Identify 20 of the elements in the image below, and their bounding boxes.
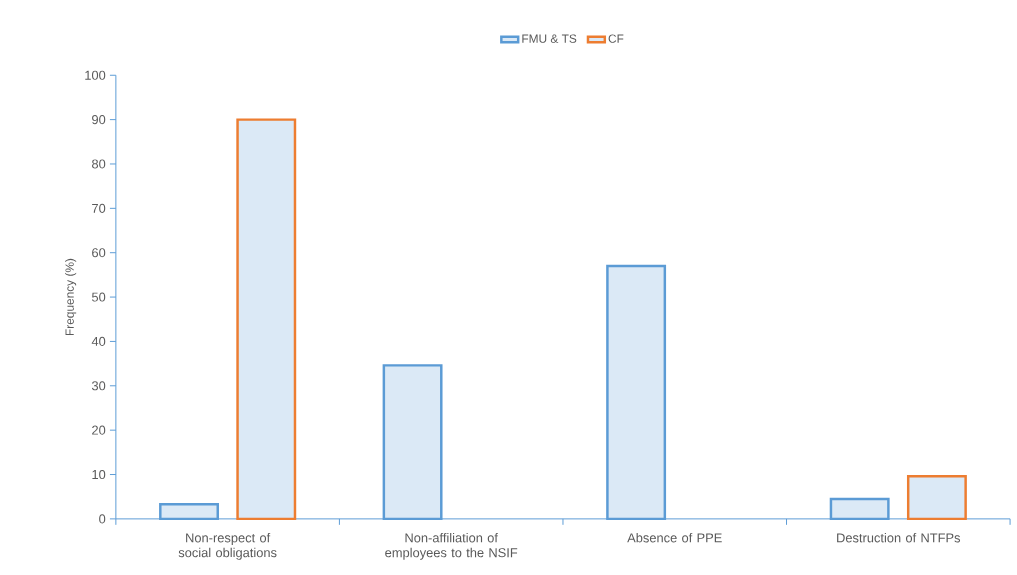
- y-tick-label: 90: [92, 114, 106, 125]
- y-tick-label: 70: [92, 203, 106, 213]
- y-tick-label: 50: [91, 292, 106, 302]
- y-tick-label: 10: [92, 469, 106, 479]
- y-tick-label: 0: [99, 514, 106, 524]
- y-tick-label: 40: [91, 336, 106, 346]
- x-tick-label: Non-respect of social obligations: [178, 532, 277, 560]
- y-tick-label: 80: [92, 159, 106, 169]
- x-tick-label: Absence of PPE: [627, 532, 722, 543]
- y-tick-label: 20: [92, 425, 106, 435]
- bar: [236, 118, 297, 520]
- x-tick-label: Destruction of NTFPs: [837, 532, 961, 543]
- y-tick-label: 100: [85, 70, 106, 80]
- legend-label: CF: [608, 34, 624, 43]
- x-tick-label: Non-affiliation of employees to the NSIF: [385, 532, 518, 560]
- y-tick-label: 60: [92, 247, 106, 258]
- y-axis-title: Frequency (%): [65, 258, 77, 335]
- bar: [906, 474, 967, 520]
- legend-label: FMU & TS: [522, 34, 577, 43]
- y-tick-label: 30: [91, 381, 106, 391]
